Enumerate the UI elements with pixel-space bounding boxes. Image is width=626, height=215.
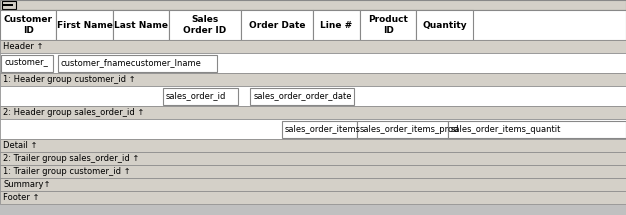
Text: 1: Trailer group customer_id ↑: 1: Trailer group customer_id ↑ <box>3 167 131 176</box>
Bar <box>0 106 626 119</box>
Bar <box>0 191 626 204</box>
Bar <box>448 120 626 138</box>
Text: sales_order_items: sales_order_items <box>285 124 361 134</box>
Bar <box>0 10 626 40</box>
Bar <box>0 0 626 10</box>
Text: sales_order_id: sales_order_id <box>166 92 226 100</box>
Bar <box>357 120 448 138</box>
Bar <box>0 119 626 139</box>
Bar <box>113 10 169 40</box>
Text: Product
ID: Product ID <box>368 15 408 35</box>
Bar <box>0 40 626 53</box>
Text: Quantity: Quantity <box>422 20 467 29</box>
Bar <box>250 88 354 104</box>
Text: sales_order_items_prod: sales_order_items_prod <box>360 124 459 134</box>
Bar <box>0 178 626 191</box>
Text: sales_order_items_quantit: sales_order_items_quantit <box>451 124 561 134</box>
Bar <box>0 165 626 178</box>
Text: Last Name: Last Name <box>114 20 168 29</box>
Bar <box>0 139 626 152</box>
Bar <box>0 152 626 165</box>
Bar <box>0 53 626 73</box>
Bar <box>282 120 357 138</box>
Bar <box>2 1 16 9</box>
Text: customer_: customer_ <box>4 58 48 68</box>
Text: Line #: Line # <box>321 20 352 29</box>
Bar <box>169 10 241 40</box>
Text: Sales
Order ID: Sales Order ID <box>183 15 227 35</box>
Text: First Name: First Name <box>56 20 113 29</box>
Text: 2: Header group sales_order_id ↑: 2: Header group sales_order_id ↑ <box>3 108 145 117</box>
Text: customer_fnamecustomer_lname: customer_fnamecustomer_lname <box>61 58 202 68</box>
Bar <box>163 88 238 104</box>
Text: 2: Trailer group sales_order_id ↑: 2: Trailer group sales_order_id ↑ <box>3 154 140 163</box>
Bar <box>0 73 626 86</box>
Bar <box>58 54 217 72</box>
Text: Detail ↑: Detail ↑ <box>3 141 38 150</box>
Bar <box>416 10 473 40</box>
Text: Header ↑: Header ↑ <box>3 42 43 51</box>
Text: Summary↑: Summary↑ <box>3 180 51 189</box>
Text: Order Date: Order Date <box>249 20 305 29</box>
Bar <box>3 4 13 6</box>
Bar <box>0 10 56 40</box>
Bar <box>241 10 313 40</box>
Bar <box>56 10 113 40</box>
Bar <box>1 54 53 72</box>
Bar <box>313 10 360 40</box>
Text: sales_order_order_date: sales_order_order_date <box>254 92 352 100</box>
Bar <box>360 10 416 40</box>
Bar <box>0 86 626 106</box>
Text: Footer ↑: Footer ↑ <box>3 193 39 202</box>
Text: Customer
ID: Customer ID <box>4 15 53 35</box>
Text: 1: Header group customer_id ↑: 1: Header group customer_id ↑ <box>3 75 136 84</box>
